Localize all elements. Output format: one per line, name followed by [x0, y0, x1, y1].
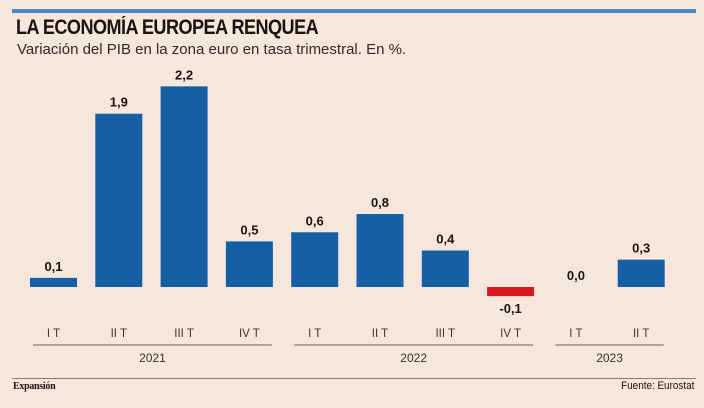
year-group-label: 2023 — [596, 351, 623, 365]
footer-rule — [12, 378, 696, 379]
category-tick-label: I T — [47, 328, 60, 340]
data-label: 0,8 — [371, 195, 389, 210]
category-tick-label: III T — [174, 328, 194, 340]
bar — [421, 250, 469, 287]
top-accent-rule — [12, 9, 696, 13]
category-tick-label: I T — [308, 328, 321, 340]
bar — [291, 232, 339, 287]
category-tick-label: II T — [372, 328, 388, 340]
category-tick-label: II T — [633, 328, 649, 340]
year-group-label: 2022 — [400, 351, 427, 365]
category-tick-label: I T — [569, 328, 582, 340]
data-label: 1,9 — [110, 95, 128, 110]
bar — [356, 214, 404, 287]
bar — [160, 86, 208, 287]
bar — [617, 259, 665, 287]
category-tick-label: II T — [111, 328, 127, 340]
category-tick-label: IV T — [500, 328, 521, 340]
data-label: 0,1 — [44, 259, 62, 274]
data-label: 0,3 — [632, 241, 650, 256]
category-tick-label: III T — [435, 328, 455, 340]
data-label: 2,2 — [175, 67, 193, 82]
bar — [30, 277, 77, 287]
category-tick-label: IV T — [239, 328, 260, 340]
brand-logo: Expansión — [13, 381, 56, 392]
source-note: Fuente: Eurostat — [620, 380, 694, 392]
data-label: 0,0 — [567, 268, 585, 283]
bar — [487, 287, 535, 297]
chart-title: LA ECONOMÍA EUROPEA RENQUEA — [16, 16, 319, 39]
chart-subtitle: Variación del PIB en la zona euro en tas… — [17, 41, 407, 58]
data-label: -0,1 — [499, 301, 521, 316]
bar — [95, 113, 143, 287]
bar — [225, 241, 273, 287]
year-group-label: 2021 — [139, 351, 166, 365]
data-label: 0,5 — [240, 222, 258, 237]
data-label: 0,6 — [306, 213, 324, 228]
data-label: 0,4 — [436, 232, 455, 247]
